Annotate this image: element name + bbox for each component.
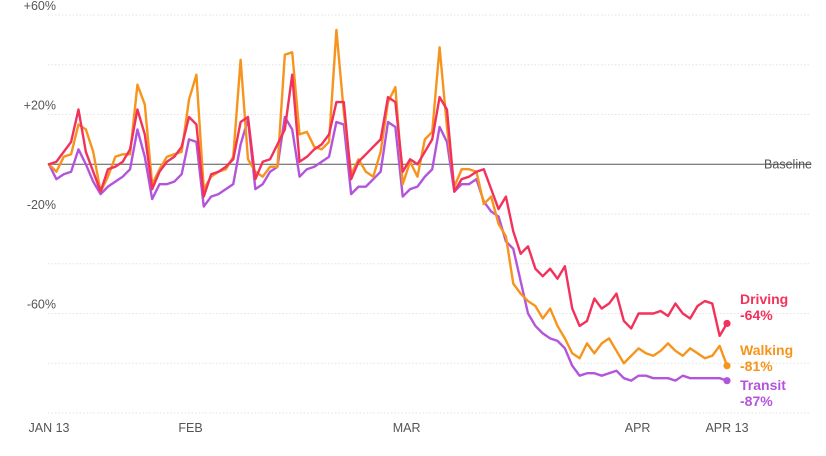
series-line-driving — [47, 73, 729, 338]
series-name-label: Driving — [740, 291, 788, 307]
baseline-label: Baseline — [764, 157, 812, 171]
y-tick-label: -60% — [27, 298, 56, 312]
series-end-labels: Driving-64% Walking-81% Transit-87% — [740, 291, 793, 409]
x-tick-label: FEB — [178, 421, 202, 435]
x-tick-label: APR 13 — [705, 421, 748, 435]
series-end-value-label: -87% — [740, 393, 773, 409]
series-end-value-label: -64% — [740, 307, 773, 323]
series-endpoint-transit — [723, 377, 731, 385]
x-tick-label: MAR — [393, 421, 421, 435]
baseline: Baseline — [48, 157, 812, 171]
x-axis-tick-labels: JAN 13 FEB MAR APR APR 13 — [29, 421, 749, 435]
x-tick-label: APR — [625, 421, 651, 435]
series-lines — [47, 28, 731, 385]
y-tick-label: +20% — [24, 99, 56, 113]
y-tick-label: -20% — [27, 198, 56, 212]
x-tick-label: JAN 13 — [29, 421, 70, 435]
series-line-walking — [47, 28, 729, 367]
series-endpoint-walking — [723, 362, 731, 370]
series-end-value-label: -81% — [740, 358, 773, 374]
y-axis-tick-labels: +60% +20% -20% -60% — [24, 0, 56, 312]
series-endpoint-driving — [723, 319, 731, 328]
series-name-label: Transit — [740, 377, 786, 393]
series-line-transit — [47, 115, 729, 382]
y-tick-label: +60% — [24, 0, 56, 13]
series-name-label: Walking — [740, 342, 793, 358]
